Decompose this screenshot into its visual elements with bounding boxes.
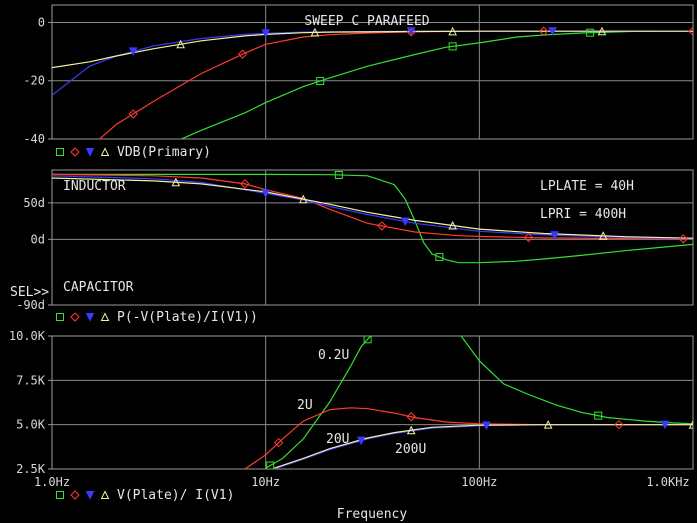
y-tick-label: -90d xyxy=(16,298,45,312)
data-point-red xyxy=(406,27,416,37)
data-point-red xyxy=(273,437,284,448)
y-tick-label: 10.0K xyxy=(9,329,46,343)
legend-marker-blue xyxy=(85,148,95,157)
legend-marker-blue xyxy=(85,313,95,322)
y-tick-label: 7.5K xyxy=(16,373,46,387)
data-point-blue xyxy=(660,420,670,430)
data-point-red xyxy=(240,179,250,189)
legend-marker-yellow xyxy=(100,312,110,321)
data-point-blue xyxy=(128,47,138,57)
legend-label: V(Plate)/ I(V1) xyxy=(117,488,234,503)
data-point-red xyxy=(678,234,688,244)
annotation-lpri: LPRI = 400H xyxy=(540,207,626,222)
data-point-red xyxy=(237,49,248,59)
x-tick-label: 1.0KHz xyxy=(646,475,689,489)
legend-marker-blue xyxy=(85,491,95,500)
data-point-green xyxy=(363,336,372,344)
legend-label: P(-V(Plate)/I(V1)) xyxy=(117,310,258,325)
y-tick-label: 5.0K xyxy=(16,418,46,432)
data-point-green xyxy=(594,411,603,420)
data-point-blue xyxy=(261,189,270,198)
legend-marker-red xyxy=(70,147,80,157)
x-tick-label: 10Hz xyxy=(251,475,280,489)
data-point-blue xyxy=(548,27,557,36)
series-line-yellow xyxy=(52,30,693,69)
data-point-blue xyxy=(261,29,270,38)
data-point-red xyxy=(406,412,416,422)
plot-frame xyxy=(51,335,694,470)
annotation-lplate: LPLATE = 40H xyxy=(540,179,634,194)
series-line-yellow xyxy=(52,177,693,239)
data-point-yellow xyxy=(448,220,457,230)
annotation-2u: 2U xyxy=(297,398,313,413)
data-point-red xyxy=(688,26,693,36)
legend-marker-red xyxy=(70,490,80,500)
x-axis-title: Frequency xyxy=(337,507,408,522)
legend-marker-red xyxy=(70,312,80,322)
data-point-yellow xyxy=(176,39,185,49)
data-point-red xyxy=(523,232,534,243)
data-point-yellow xyxy=(171,177,181,187)
data-point-yellow xyxy=(406,425,416,435)
data-point-green xyxy=(266,461,275,469)
chart-title: SWEEP C PARAFEED xyxy=(304,14,429,29)
data-point-red xyxy=(128,109,138,119)
data-point-yellow xyxy=(310,27,320,37)
data-point-green xyxy=(435,252,444,261)
y-tick-label: 2.5K xyxy=(16,462,46,476)
y-tick-label: -40 xyxy=(23,132,45,146)
legend-marker-green xyxy=(56,313,64,321)
series-line-red xyxy=(98,30,693,139)
series-line-red xyxy=(244,407,693,469)
data-point-yellow xyxy=(597,26,607,36)
data-point-blue xyxy=(482,421,491,431)
series-line-blue xyxy=(52,30,693,96)
y-tick-label: 50d xyxy=(23,196,45,210)
legend-label: VDB(Primary) xyxy=(117,145,211,160)
x-tick-label: 1.0Hz xyxy=(34,475,70,489)
plot-curves xyxy=(52,26,693,139)
data-point-yellow xyxy=(298,194,308,204)
plot-frame xyxy=(51,169,694,306)
data-point-green xyxy=(316,77,325,86)
series-line-green xyxy=(265,336,372,469)
data-point-green xyxy=(448,42,457,51)
data-point-red xyxy=(614,419,624,430)
plot-curves xyxy=(244,336,693,469)
data-point-blue xyxy=(550,231,559,240)
y-tick-label: 0d xyxy=(31,232,45,246)
legend-marker-yellow xyxy=(100,147,110,156)
data-point-blue xyxy=(406,27,416,36)
series-line-green xyxy=(52,173,693,264)
data-point-red xyxy=(538,26,549,36)
y-tick-label: 0 xyxy=(38,15,45,29)
legend-marker-green xyxy=(56,491,64,499)
data-point-green xyxy=(586,28,595,37)
data-point-blue xyxy=(400,217,410,227)
annotation-capacitor: CAPACITOR xyxy=(63,280,134,295)
annotation-200u: 200U xyxy=(395,442,426,457)
data-point-red xyxy=(377,221,387,231)
legend-marker-yellow xyxy=(100,490,110,499)
x-tick-label: 100Hz xyxy=(461,475,497,489)
annotation-0-2u: 0.2U xyxy=(318,348,349,363)
legend-marker-green xyxy=(56,148,64,156)
y-tick-label: -20 xyxy=(23,74,45,88)
sel-marker: SEL>> xyxy=(10,285,49,300)
series-line-green xyxy=(179,30,693,139)
data-point-yellow xyxy=(598,231,608,240)
plot-curves xyxy=(52,171,693,264)
series-line-blue xyxy=(52,175,693,240)
data-point-yellow xyxy=(448,26,457,36)
data-point-green xyxy=(334,171,343,180)
plot-frame xyxy=(51,4,694,140)
annotation-inductor: INDUCTOR xyxy=(63,179,126,194)
data-point-yellow xyxy=(688,420,693,429)
data-point-yellow xyxy=(543,420,553,429)
data-point-blue xyxy=(356,436,366,446)
annotation-20u: 20U xyxy=(326,432,349,447)
series-line-green xyxy=(460,336,693,425)
